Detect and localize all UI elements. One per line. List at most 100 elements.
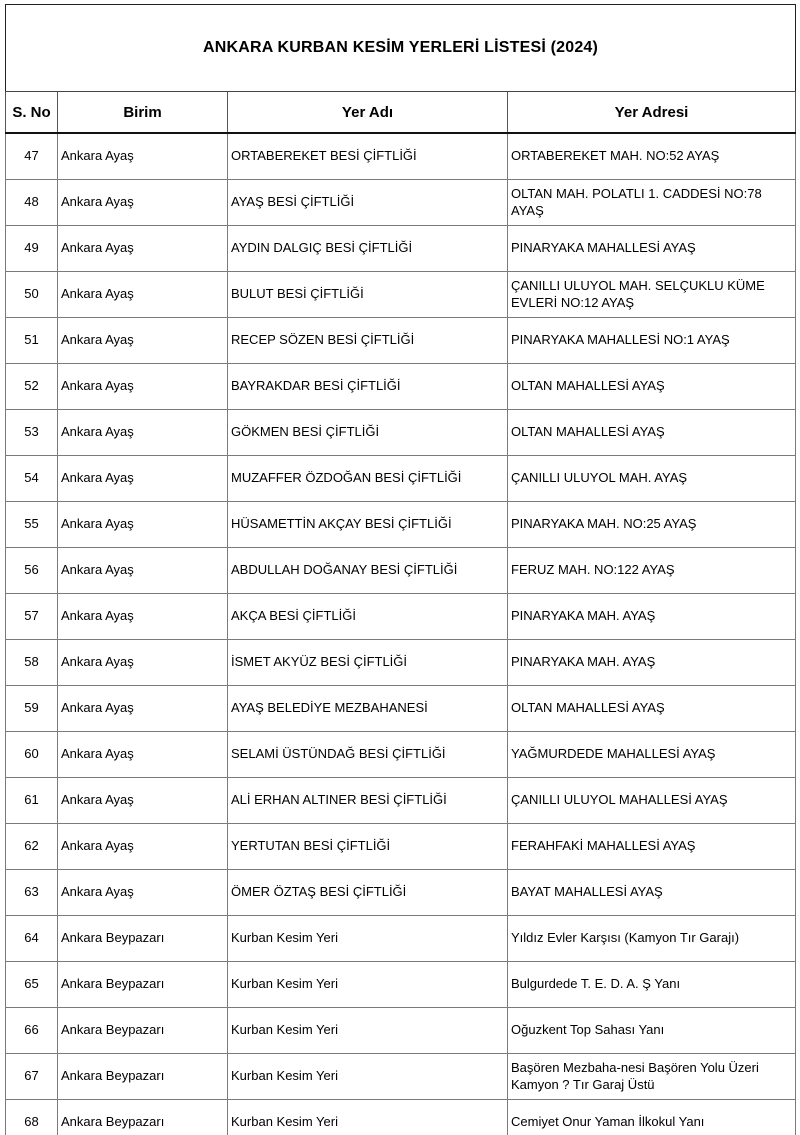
cell-sno: 62	[5, 823, 58, 870]
kurban-kesim-yerleri-table: ANKARA KURBAN KESİM YERLERİ LİSTESİ (202…	[5, 4, 796, 1135]
cell-yer-adresi: OLTAN MAH. POLATLI 1. CADDESİ NO:78 AYAŞ	[507, 179, 796, 226]
cell-sno: 57	[5, 593, 58, 640]
cell-yer-adi: ABDULLAH DOĞANAY BESİ ÇİFTLİĞİ	[227, 547, 508, 594]
cell-birim: Ankara Ayaş	[57, 271, 228, 318]
cell-sno: 59	[5, 685, 58, 732]
cell-birim: Ankara Ayaş	[57, 685, 228, 732]
cell-yer-adresi: OLTAN MAHALLESİ AYAŞ	[507, 409, 796, 456]
cell-sno: 60	[5, 731, 58, 778]
cell-sno: 54	[5, 455, 58, 502]
table-row: 49 Ankara Ayaş AYDIN DALGIÇ BESİ ÇİFTLİĞ…	[5, 225, 796, 272]
cell-yer-adi: BULUT BESİ ÇİFTLİĞİ	[227, 271, 508, 318]
cell-sno: 58	[5, 639, 58, 686]
table-row: 61 Ankara Ayaş ALİ ERHAN ALTINER BESİ Çİ…	[5, 777, 796, 824]
table-row: 47 Ankara Ayaş ORTABEREKET BESİ ÇİFTLİĞİ…	[5, 132, 796, 180]
cell-birim: Ankara Ayaş	[57, 317, 228, 364]
cell-yer-adresi: FERAHFAKİ MAHALLESİ AYAŞ	[507, 823, 796, 870]
cell-sno: 56	[5, 547, 58, 594]
cell-birim: Ankara Ayaş	[57, 132, 228, 180]
column-header-sno: S. No	[5, 91, 58, 134]
table-row: 56 Ankara Ayaş ABDULLAH DOĞANAY BESİ ÇİF…	[5, 547, 796, 594]
cell-birim: Ankara Ayaş	[57, 409, 228, 456]
cell-yer-adi: GÖKMEN BESİ ÇİFTLİĞİ	[227, 409, 508, 456]
table-row: 53 Ankara Ayaş GÖKMEN BESİ ÇİFTLİĞİ OLTA…	[5, 409, 796, 456]
table-row: 65 Ankara Beypazarı Kurban Kesim Yeri Bu…	[5, 961, 796, 1008]
cell-birim: Ankara Ayaş	[57, 777, 228, 824]
cell-yer-adi: Kurban Kesim Yeri	[227, 1053, 508, 1100]
cell-birim: Ankara Ayaş	[57, 501, 228, 548]
table-row: 68 Ankara Beypazarı Kurban Kesim Yeri Ce…	[5, 1099, 796, 1135]
cell-yer-adresi: FERUZ MAH. NO:122 AYAŞ	[507, 547, 796, 594]
table-row: 66 Ankara Beypazarı Kurban Kesim Yeri Oğ…	[5, 1007, 796, 1054]
cell-sno: 66	[5, 1007, 58, 1054]
column-header-yer-adi: Yer Adı	[227, 91, 508, 134]
table-row: 62 Ankara Ayaş YERTUTAN BESİ ÇİFTLİĞİ FE…	[5, 823, 796, 870]
cell-yer-adi: İSMET AKYÜZ BESİ ÇİFTLİĞİ	[227, 639, 508, 686]
cell-sno: 49	[5, 225, 58, 272]
cell-birim: Ankara Ayaş	[57, 639, 228, 686]
cell-yer-adresi: ÇANILLI ULUYOL MAH. SELÇUKLU KÜME EVLERİ…	[507, 271, 796, 318]
cell-sno: 51	[5, 317, 58, 364]
cell-sno: 48	[5, 179, 58, 226]
cell-yer-adi: YERTUTAN BESİ ÇİFTLİĞİ	[227, 823, 508, 870]
cell-sno: 65	[5, 961, 58, 1008]
table-row: 55 Ankara Ayaş HÜSAMETTİN AKÇAY BESİ ÇİF…	[5, 501, 796, 548]
cell-yer-adi: ÖMER ÖZTAŞ BESİ ÇİFTLİĞİ	[227, 869, 508, 916]
cell-sno: 63	[5, 869, 58, 916]
cell-yer-adi: ALİ ERHAN ALTINER BESİ ÇİFTLİĞİ	[227, 777, 508, 824]
cell-birim: Ankara Ayaş	[57, 225, 228, 272]
cell-yer-adi: MUZAFFER ÖZDOĞAN BESİ ÇİFTLİĞİ	[227, 455, 508, 502]
cell-birim: Ankara Ayaş	[57, 547, 228, 594]
cell-yer-adresi: OLTAN MAHALLESİ AYAŞ	[507, 363, 796, 410]
cell-yer-adresi: ÇANILLI ULUYOL MAHALLESİ AYAŞ	[507, 777, 796, 824]
table-row: 57 Ankara Ayaş AKÇA BESİ ÇİFTLİĞİ PINARY…	[5, 593, 796, 640]
page-title: ANKARA KURBAN KESİM YERLERİ LİSTESİ (202…	[5, 4, 796, 92]
cell-birim: Ankara Beypazarı	[57, 961, 228, 1008]
cell-yer-adi: AYAŞ BESİ ÇİFTLİĞİ	[227, 179, 508, 226]
cell-yer-adresi: YAĞMURDEDE MAHALLESİ AYAŞ	[507, 731, 796, 778]
cell-birim: Ankara Beypazarı	[57, 915, 228, 962]
cell-yer-adresi: PINARYAKA MAH. AYAŞ	[507, 593, 796, 640]
column-header-row: S. No Birim Yer Adı Yer Adresi	[5, 91, 796, 134]
table-row: 48 Ankara Ayaş AYAŞ BESİ ÇİFTLİĞİ OLTAN …	[5, 179, 796, 226]
table-row: 59 Ankara Ayaş AYAŞ BELEDİYE MEZBAHANESİ…	[5, 685, 796, 732]
table-row: 60 Ankara Ayaş SELAMİ ÜSTÜNDAĞ BESİ ÇİFT…	[5, 731, 796, 778]
cell-yer-adresi: Oğuzkent Top Sahası Yanı	[507, 1007, 796, 1054]
cell-yer-adi: Kurban Kesim Yeri	[227, 915, 508, 962]
cell-sno: 52	[5, 363, 58, 410]
cell-yer-adresi: OLTAN MAHALLESİ AYAŞ	[507, 685, 796, 732]
cell-yer-adi: Kurban Kesim Yeri	[227, 1007, 508, 1054]
cell-birim: Ankara Ayaş	[57, 455, 228, 502]
table-row: 50 Ankara Ayaş BULUT BESİ ÇİFTLİĞİ ÇANIL…	[5, 271, 796, 318]
cell-birim: Ankara Ayaş	[57, 593, 228, 640]
cell-birim: Ankara Beypazarı	[57, 1053, 228, 1100]
table-row: 58 Ankara Ayaş İSMET AKYÜZ BESİ ÇİFTLİĞİ…	[5, 639, 796, 686]
cell-yer-adi: AYAŞ BELEDİYE MEZBAHANESİ	[227, 685, 508, 732]
cell-sno: 53	[5, 409, 58, 456]
cell-yer-adresi: PINARYAKA MAHALLESİ NO:1 AYAŞ	[507, 317, 796, 364]
table-body: 47 Ankara Ayaş ORTABEREKET BESİ ÇİFTLİĞİ…	[5, 132, 796, 1135]
cell-yer-adresi: PINARYAKA MAH. NO:25 AYAŞ	[507, 501, 796, 548]
table-row: 52 Ankara Ayaş BAYRAKDAR BESİ ÇİFTLİĞİ O…	[5, 363, 796, 410]
cell-yer-adresi: PINARYAKA MAHALLESİ AYAŞ	[507, 225, 796, 272]
cell-yer-adi: HÜSAMETTİN AKÇAY BESİ ÇİFTLİĞİ	[227, 501, 508, 548]
cell-sno: 64	[5, 915, 58, 962]
cell-yer-adresi: ÇANILLI ULUYOL MAH. AYAŞ	[507, 455, 796, 502]
cell-yer-adi: SELAMİ ÜSTÜNDAĞ BESİ ÇİFTLİĞİ	[227, 731, 508, 778]
cell-sno: 50	[5, 271, 58, 318]
cell-sno: 67	[5, 1053, 58, 1100]
cell-yer-adi: BAYRAKDAR BESİ ÇİFTLİĞİ	[227, 363, 508, 410]
cell-yer-adi: RECEP SÖZEN BESİ ÇİFTLİĞİ	[227, 317, 508, 364]
cell-birim: Ankara Ayaş	[57, 731, 228, 778]
cell-yer-adresi: BAYAT MAHALLESİ AYAŞ	[507, 869, 796, 916]
cell-birim: Ankara Ayaş	[57, 823, 228, 870]
cell-yer-adi: AYDIN DALGIÇ BESİ ÇİFTLİĞİ	[227, 225, 508, 272]
table-row: 67 Ankara Beypazarı Kurban Kesim Yeri Ba…	[5, 1053, 796, 1100]
cell-birim: Ankara Ayaş	[57, 869, 228, 916]
table-row: 54 Ankara Ayaş MUZAFFER ÖZDOĞAN BESİ ÇİF…	[5, 455, 796, 502]
cell-yer-adi: AKÇA BESİ ÇİFTLİĞİ	[227, 593, 508, 640]
cell-sno: 61	[5, 777, 58, 824]
cell-yer-adresi: Cemiyet Onur Yaman İlkokul Yanı	[507, 1099, 796, 1135]
cell-yer-adresi: ORTABEREKET MAH. NO:52 AYAŞ	[507, 132, 796, 180]
